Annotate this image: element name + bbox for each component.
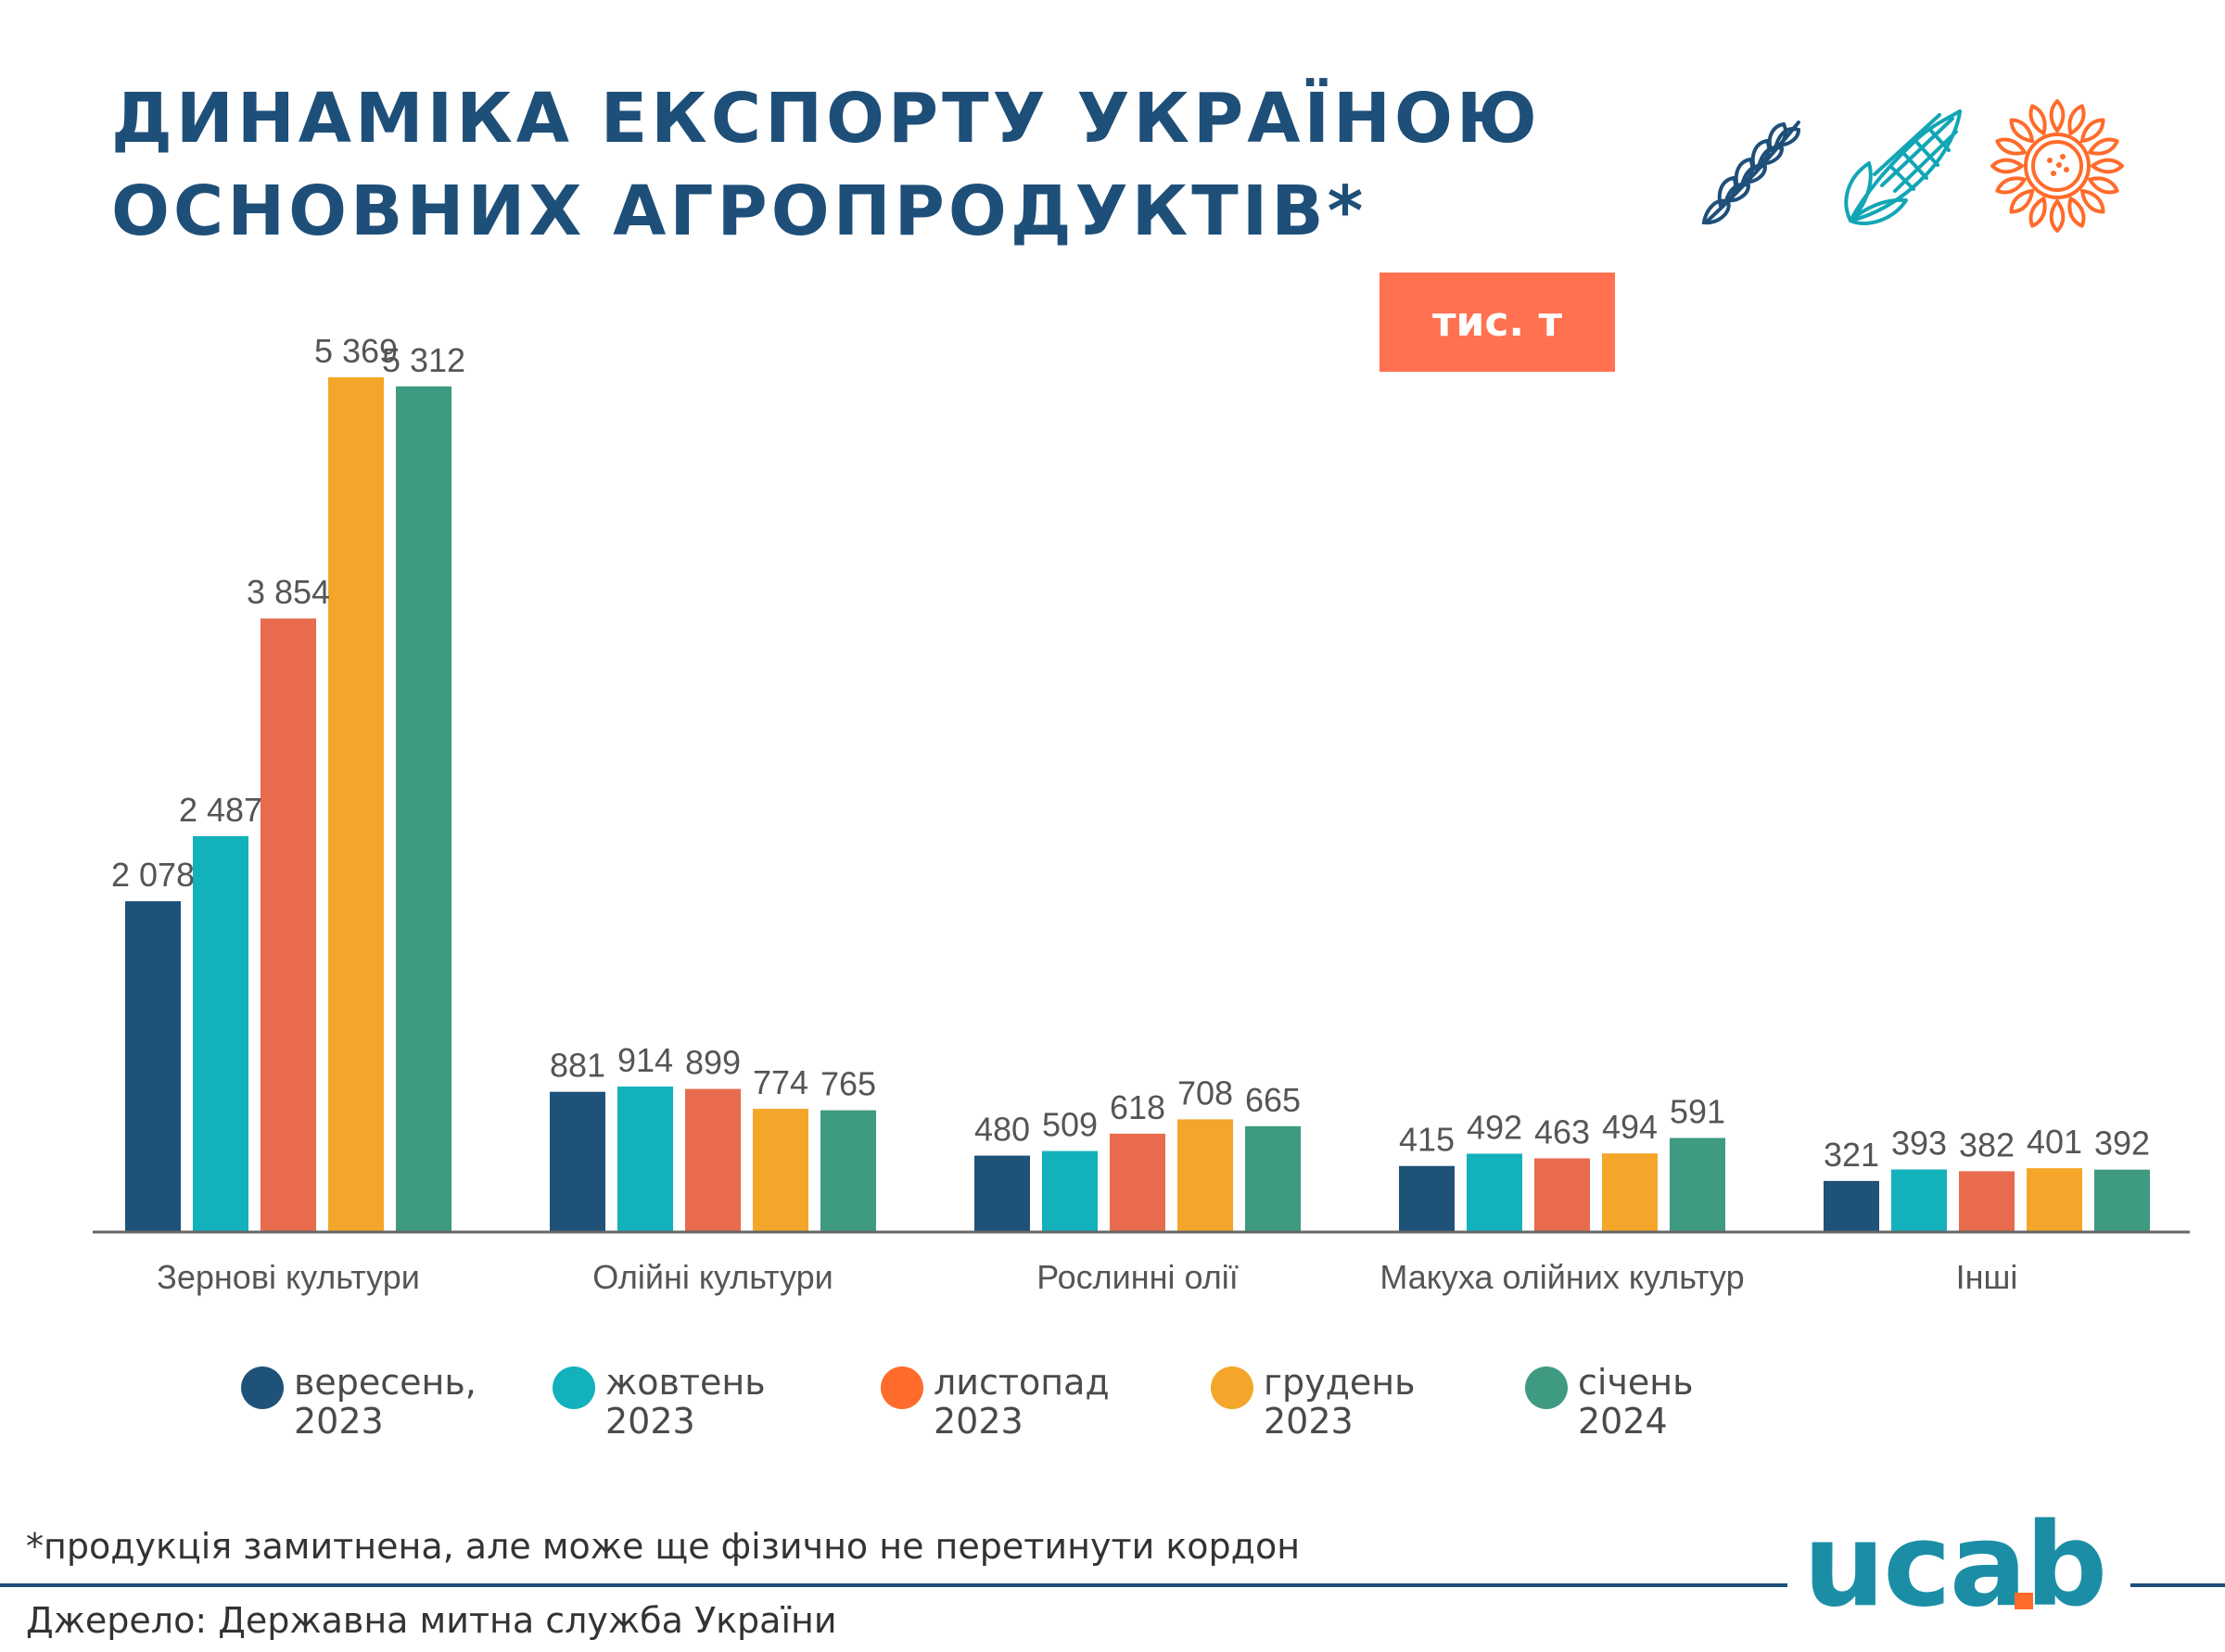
corn-icon — [1844, 109, 1962, 225]
bar-3-0 — [1399, 1165, 1455, 1232]
data-label-1-2: 899 — [685, 1044, 741, 1082]
wheat-icon — [1701, 121, 1801, 225]
category-label-4: Інші — [1956, 1258, 2018, 1296]
legend-swatch — [1211, 1366, 1253, 1409]
footer-rule-left — [0, 1583, 1787, 1587]
bar-4-1 — [1891, 1169, 1947, 1232]
bar-3-2 — [1534, 1158, 1590, 1232]
data-label-4-0: 321 — [1824, 1136, 1879, 1174]
data-label-0-3: 5 369 — [314, 332, 398, 370]
data-label-4-4: 392 — [2094, 1125, 2150, 1163]
legend-swatch — [1525, 1366, 1568, 1409]
source-note: Джерело: Державна митна служба України — [26, 1600, 837, 1641]
legend-label: січень 2024 — [1578, 1362, 1694, 1442]
chart-title: ДИНАМІКА ЕКСПОРТУ УКРАЇНОЮ ОСНОВНИХ АГРО… — [111, 79, 1541, 251]
bar-3-3 — [1602, 1153, 1658, 1232]
data-label-4-3: 401 — [2027, 1123, 2082, 1161]
bar-4-0 — [1824, 1180, 1879, 1232]
data-label-1-4: 765 — [820, 1065, 876, 1103]
bar-0-1 — [193, 835, 248, 1232]
data-label-0-1: 2 487 — [179, 791, 262, 829]
data-label-2-3: 708 — [1177, 1074, 1233, 1112]
data-label-0-2: 3 854 — [247, 573, 330, 611]
legend-label: листопад 2023 — [934, 1362, 1110, 1442]
data-label-3-4: 591 — [1670, 1093, 1725, 1131]
data-label-2-1: 509 — [1042, 1106, 1098, 1144]
legend-swatch — [881, 1366, 923, 1409]
ucab-logo: ucab — [1803, 1506, 2107, 1626]
bar-1-0 — [550, 1091, 605, 1232]
data-label-4-2: 382 — [1959, 1125, 2015, 1163]
category-label-2: Рослинні олії — [1036, 1258, 1239, 1296]
category-label-0: Зернові культури — [157, 1258, 420, 1296]
bar-3-1 — [1467, 1153, 1522, 1232]
bar-1-4 — [820, 1110, 876, 1232]
sunflower-icon — [1990, 99, 2124, 233]
logo-text: ucab — [1803, 1499, 2107, 1633]
bar-0-3 — [328, 377, 384, 1232]
footnote: *продукція замитнена, але може ще фізичн… — [26, 1526, 1301, 1567]
bar-1-2 — [685, 1088, 741, 1232]
bar-2-3 — [1177, 1119, 1233, 1232]
bar-1-3 — [753, 1109, 808, 1232]
data-label-3-2: 463 — [1534, 1112, 1590, 1150]
bar-2-2 — [1110, 1133, 1165, 1232]
bar-2-4 — [1245, 1125, 1301, 1232]
category-label-1: Олійні культури — [592, 1258, 833, 1296]
data-label-0-4: 5 312 — [382, 341, 465, 379]
bar-0-2 — [261, 618, 316, 1232]
unit-badge: тис. т — [1380, 273, 1615, 372]
legend-swatch — [241, 1366, 284, 1409]
legend-label: жовтень 2023 — [605, 1362, 766, 1442]
data-label-3-1: 492 — [1467, 1109, 1522, 1147]
data-label-1-0: 881 — [550, 1047, 605, 1085]
category-label-3: Макуха олійних культур — [1380, 1258, 1744, 1296]
bar-4-2 — [1959, 1171, 2015, 1232]
data-label-2-0: 480 — [974, 1111, 1030, 1149]
data-label-0-0: 2 078 — [111, 856, 195, 894]
data-label-2-2: 618 — [1110, 1088, 1165, 1126]
data-label-3-0: 415 — [1399, 1121, 1455, 1159]
data-label-3-3: 494 — [1602, 1108, 1658, 1146]
legend-label: грудень 2023 — [1264, 1362, 1416, 1442]
logo-accent — [2015, 1593, 2033, 1609]
data-label-1-1: 914 — [617, 1041, 673, 1079]
bar-3-4 — [1670, 1137, 1725, 1232]
unit-label: тис. т — [1432, 299, 1562, 346]
footer-rule-right — [2130, 1583, 2225, 1587]
data-label-1-3: 774 — [753, 1063, 808, 1101]
bar-4-4 — [2094, 1169, 2150, 1232]
bar-1-1 — [617, 1087, 673, 1232]
bar-4-3 — [2027, 1168, 2082, 1232]
data-label-4-1: 393 — [1891, 1125, 1947, 1163]
bar-0-4 — [396, 386, 451, 1232]
bar-2-0 — [974, 1155, 1030, 1232]
bar-0-0 — [125, 901, 181, 1232]
data-label-2-4: 665 — [1245, 1081, 1301, 1119]
legend-label: вересень, 2023 — [294, 1362, 477, 1442]
legend-swatch — [553, 1366, 595, 1409]
bar-2-1 — [1042, 1150, 1098, 1232]
